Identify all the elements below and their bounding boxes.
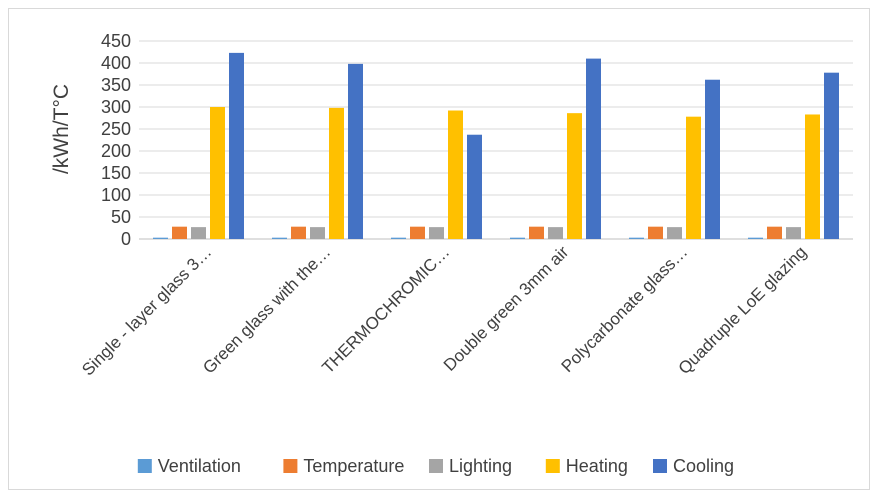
legend-label: Cooling [673,456,734,476]
x-category-label: Double green 3mm air [440,242,573,375]
bar-cooling [586,58,601,239]
legend-label: Heating [566,456,628,476]
bar-cooling [348,63,363,239]
bar-lighting [548,227,563,239]
y-tick-label: 450 [101,31,131,51]
bar-lighting [786,227,801,239]
legend-label: Ventilation [158,456,241,476]
x-category-label: Green glass with the… [199,242,334,377]
bar-cooling [229,52,244,239]
legend-label: Lighting [449,456,512,476]
bar-temperature [172,226,187,239]
x-axis-categories: Single - layer glass 3…Green glass with … [78,242,810,379]
bar-lighting [667,227,682,239]
legend-label: Temperature [303,456,404,476]
bar-temperature [767,226,782,239]
y-tick-label: 400 [101,53,131,73]
x-category-label: Single - layer glass 3… [78,242,215,379]
legend: Ventilation Temperature Lighting Heating Coo… [137,456,734,476]
y-tick-label: 200 [101,141,131,161]
x-category-label: Quadruple LoE glazing [675,242,811,378]
y-tick-label: 0 [121,229,131,249]
legend-swatch [283,459,298,473]
bar-temperature [648,226,663,239]
gridlines [139,40,853,240]
bar-ventilation [272,237,287,239]
bar-heating [210,107,225,239]
bar-ventilation [391,237,406,239]
bar-ventilation [629,237,644,239]
bar-temperature [410,226,425,239]
legend-swatch [545,459,560,473]
bar-temperature [291,226,306,239]
bar-ventilation [748,237,763,239]
y-tick-label: 100 [101,185,131,205]
legend-swatch [653,459,667,473]
bar-lighting [191,227,206,239]
x-category-label: Polycarbonate glass… [558,242,692,376]
bar-cooling [705,79,720,239]
legend-swatch [429,459,443,473]
bar-heating [567,113,582,239]
bars [153,52,839,240]
y-tick-label: 250 [101,119,131,139]
bar-cooling [467,134,482,239]
y-tick-label: 150 [101,163,131,183]
bar-heating [805,114,820,239]
bar-lighting [310,227,325,239]
y-axis-label: /kWh/T°C [50,84,73,174]
bar-ventilation [153,237,168,239]
y-tick-label: 350 [101,75,131,95]
bar-heating [448,110,463,240]
bar-cooling [824,72,839,240]
legend-swatch [137,459,152,473]
y-tick-label: 50 [111,207,131,227]
bar-heating [329,107,344,239]
bar-ventilation [510,237,525,239]
x-category-label: THERMOCHROMIC… [318,242,453,377]
bar-heating [686,116,701,239]
bar-temperature [529,226,544,239]
y-tick-label: 300 [101,97,131,117]
chart-frame: 0 50 100 150 200 250 300 350 400 450 Single - lay… [8,8,870,490]
bar-lighting [429,227,444,239]
